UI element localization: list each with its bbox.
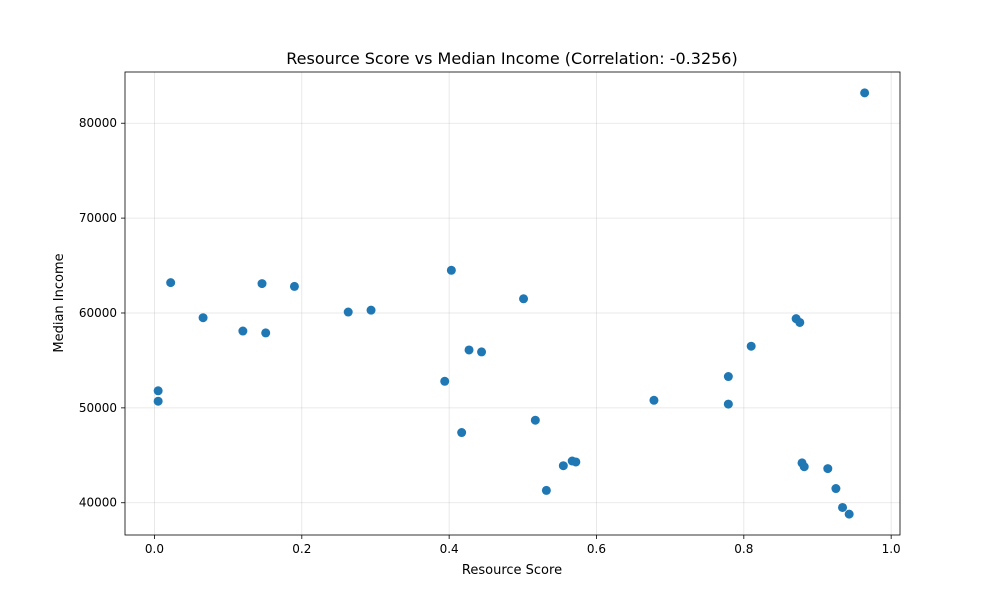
x-tick-label: 0.6 [587,542,606,556]
data-point [261,328,271,338]
x-axis: 0.0 0.2 0.4 0.6 0.8 1.0 [145,535,901,556]
data-point [860,88,870,98]
data-point [541,485,551,495]
y-tick-label: 60000 [79,306,117,320]
data-point [464,345,474,355]
data-point [746,341,756,351]
data-point [723,399,733,409]
x-tick-label: 0.8 [734,542,753,556]
data-point [649,395,659,405]
y-tick-label: 40000 [79,496,117,510]
data-point [153,386,163,396]
x-tick-label: 0.0 [145,542,164,556]
data-point [831,484,841,494]
data-point [238,326,248,336]
data-point [440,376,450,386]
x-tick-label: 0.2 [292,542,311,556]
y-tick-label: 50000 [79,401,117,415]
x-axis-label: Resource Score [462,563,562,578]
grid-layer [125,72,900,535]
data-point [477,347,487,357]
x-tick-label: 1.0 [882,542,901,556]
data-point [844,509,854,519]
y-tick-label: 70000 [79,211,117,225]
data-point [530,415,540,425]
chart-title: Resource Score vs Median Income (Correla… [286,49,737,68]
data-point [558,461,568,471]
data-point [153,396,163,406]
plot-frame [124,71,901,536]
data-point [343,307,353,317]
data-point [795,317,805,327]
data-point [366,305,376,315]
data-point [519,294,529,304]
data-point [571,457,581,467]
data-point [457,428,467,438]
points-layer [153,88,870,519]
data-point [166,278,176,288]
data-point [446,265,456,275]
data-point [289,281,299,291]
x-tick-label: 0.4 [440,542,459,556]
data-point [823,464,833,474]
y-tick-label: 80000 [79,116,117,130]
data-point [799,462,809,472]
y-axis: 40000 50000 60000 70000 80000 [79,116,125,510]
data-point [838,502,848,512]
y-axis-label: Median Income [52,253,67,352]
data-point [257,279,267,289]
data-point [198,313,208,323]
data-point [723,372,733,382]
